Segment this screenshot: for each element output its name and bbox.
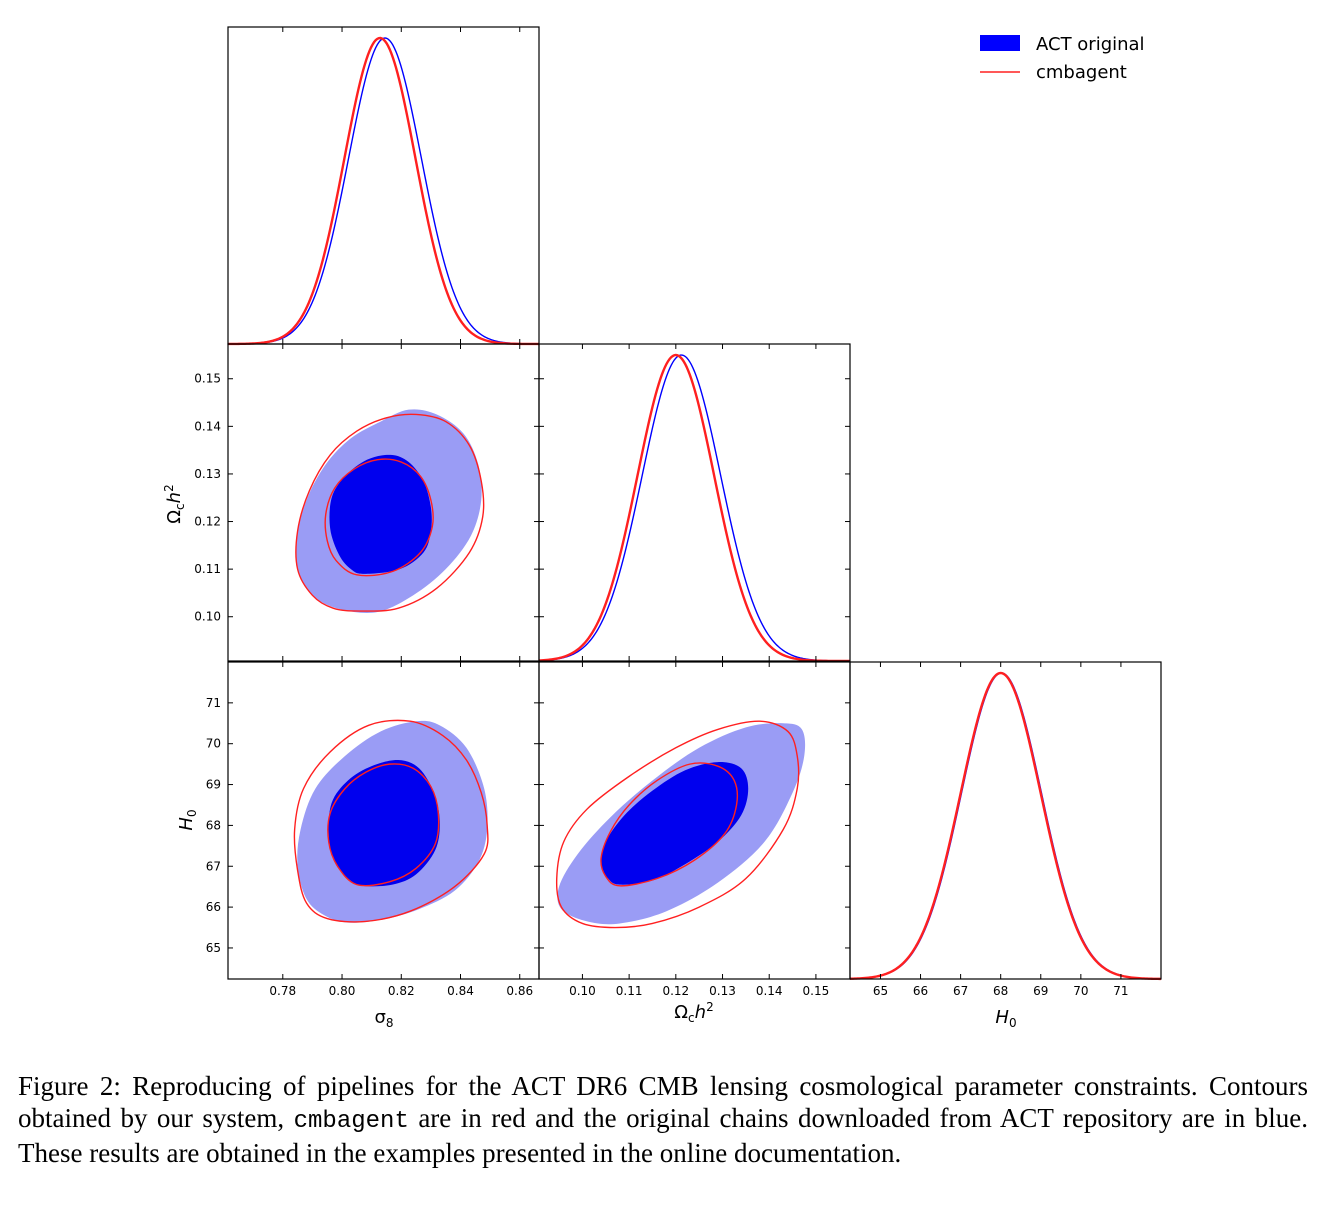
corner-plot-figure: 0.78 0.80 0.82 0.84 0.86 0.10 0.11 0.12 0.13 0.14… (162, 26, 1162, 1030)
xlabel-sigma8-main: σ (374, 1007, 385, 1028)
legend: ACT original cmbagent (980, 34, 1145, 83)
xtick-label-omch2-3: 0.13 (709, 984, 736, 998)
figure-caption: Figure 2: Reproducing of pipelines for t… (18, 1070, 1308, 1170)
ytick-label-H0-0: 65 (206, 941, 221, 955)
panel-frame-sigma8 (227, 26, 540, 345)
caption-text-end: are in red and the original chains downl… (18, 1103, 1308, 1169)
xlabel-sigma8: σ8 (374, 1007, 393, 1030)
xtick-label-omch2-2: 0.12 (662, 984, 689, 998)
ytick-label-H0-4: 69 (206, 778, 221, 792)
ylabel-H0: H0 (176, 809, 199, 830)
ytick-label-H0-1: 66 (206, 900, 221, 914)
ytick-label-omch2-2: 0.12 (194, 515, 221, 529)
panel-frame-sigma8-omch2 (227, 343, 540, 662)
panels-layer: 0.78 0.80 0.82 0.84 0.86 0.10 0.11 0.12 0.13 0.14… (194, 26, 1162, 998)
caption-text-start: Figure 2: Reproducing of pipelines for t… (18, 1071, 1308, 1134)
marginal-sigma8-cmbagent (227, 36, 540, 346)
contour-omch2-H0-cmbagent-outer (555, 720, 800, 929)
contour-sigma8-omch2-cmbagent-outer (295, 413, 485, 612)
ytick-label-omch2-1: 0.11 (194, 562, 221, 576)
xtick-label-omch2-4: 0.14 (756, 984, 783, 998)
ytick-label-H0-2: 67 (206, 859, 221, 873)
xtick-label-sigma8-1: 0.80 (329, 984, 356, 998)
marginal-H0-act (849, 672, 1162, 980)
xlabel-H0-sub: 0 (1009, 1016, 1017, 1030)
xtick-label-sigma8-3: 0.84 (447, 984, 474, 998)
xlabel-omch2-sup: 2 (706, 1000, 714, 1014)
marginal-omch2-cmbagent (538, 353, 850, 663)
ylabel-H0-main: H (176, 817, 197, 831)
xtick-label-omch2-0: 0.10 (569, 984, 596, 998)
ytick-label-omch2-5: 0.15 (194, 372, 221, 386)
xlabel-omch2-sub: c (688, 1011, 695, 1025)
ytick-label-omch2-4: 0.14 (194, 419, 221, 433)
legend-swatch-act (980, 35, 1020, 51)
xtick-label-H0-4: 69 (1033, 984, 1048, 998)
xtick-label-sigma8-0: 0.78 (269, 984, 296, 998)
panel-frame-omch2-H0 (538, 661, 851, 980)
ytick-label-H0-6: 71 (206, 696, 221, 710)
ylabel-omch2-sup: 2 (162, 484, 176, 492)
ytick-label-omch2-3: 0.13 (194, 467, 221, 481)
legend-label-cmbagent: cmbagent (1036, 62, 1127, 83)
marginal-omch2-act (538, 354, 851, 662)
ytick-label-omch2-0: 0.10 (194, 610, 221, 624)
xlabel-sigma8-sub: 8 (386, 1016, 394, 1030)
xlabel-H0-main: H (995, 1007, 1009, 1028)
ylabel-H0-sub: 0 (185, 809, 199, 817)
ytick-label-H0-5: 70 (206, 737, 221, 751)
xtick-label-H0-6: 71 (1113, 984, 1128, 998)
contour-sigma8-H0-act-inner (328, 760, 440, 887)
xlabel-omch2-tail: h (695, 1002, 706, 1023)
ylabel-omch2-tail: h (164, 492, 185, 503)
contour-sigma8-omch2-cmbagent-inner (324, 458, 434, 577)
xtick-label-H0-5: 70 (1073, 984, 1088, 998)
xtick-label-H0-3: 68 (993, 984, 1008, 998)
ytick-label-H0-3: 68 (206, 818, 221, 832)
marginal-sigma8-act (228, 37, 540, 345)
legend-label-act: ACT original (1036, 34, 1145, 55)
ylabel-omch2-main: Ω (164, 510, 185, 524)
xtick-label-sigma8-2: 0.82 (388, 984, 415, 998)
contour-sigma8-omch2-act-inner (329, 454, 432, 574)
xtick-label-H0-0: 65 (873, 984, 888, 998)
ylabel-omch2-sub: c (173, 503, 187, 510)
caption-code: cmbagent (293, 1108, 409, 1136)
xtick-label-omch2-5: 0.15 (803, 984, 830, 998)
contour-sigma8-H0-cmbagent-outer (293, 719, 489, 923)
contour-omch2-H0-cmbagent-inner (600, 762, 738, 887)
xtick-label-H0-2: 67 (953, 984, 968, 998)
contour-omch2-H0-act-inner (601, 762, 749, 885)
ylabel-omch2: Ωch2 (162, 484, 187, 523)
xlabel-omch2: Ωch2 (674, 1000, 713, 1025)
xtick-label-sigma8-4: 0.86 (506, 984, 533, 998)
xlabel-H0: H0 (995, 1007, 1016, 1030)
panel-frame-H0 (849, 661, 1162, 980)
marginal-H0-cmbagent (849, 671, 1162, 981)
contour-sigma8-H0-cmbagent-inner (327, 763, 440, 887)
xtick-label-H0-1: 66 (913, 984, 928, 998)
xlabel-omch2-main: Ω (674, 1002, 688, 1023)
xtick-label-omch2-1: 0.11 (616, 984, 643, 998)
